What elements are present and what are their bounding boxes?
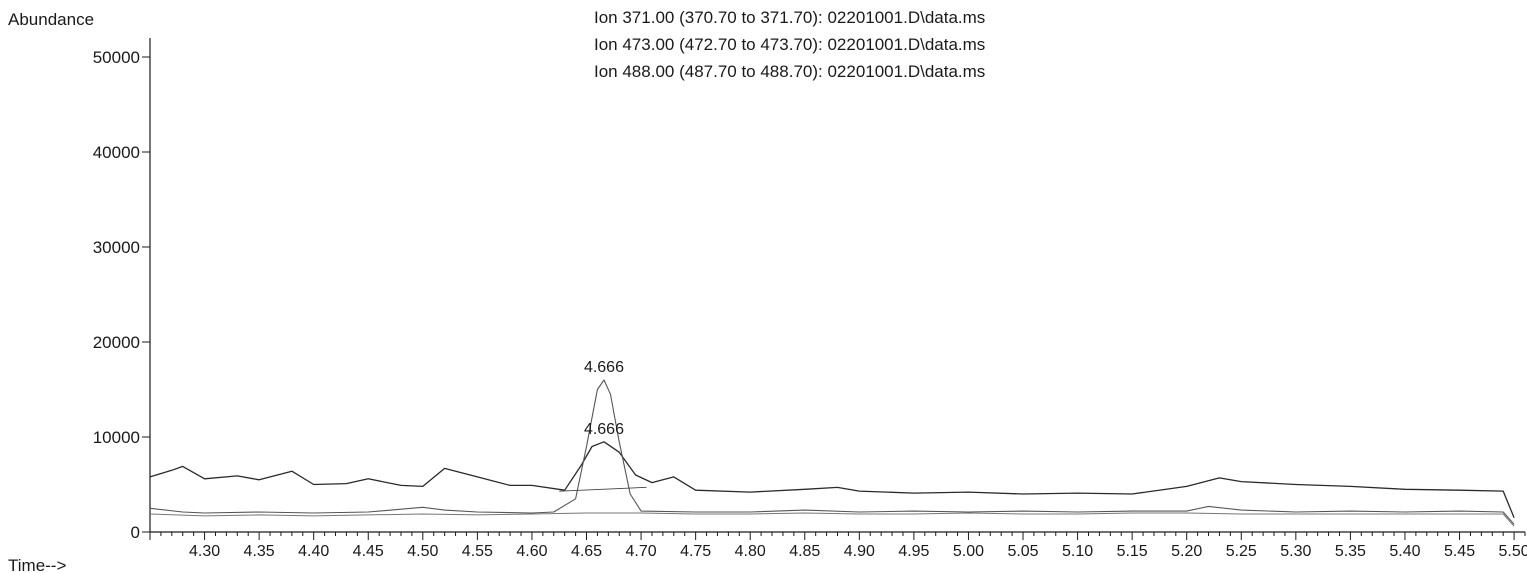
x-tick-label: 4.30 — [189, 543, 220, 560]
x-tick-label: 4.75 — [680, 543, 711, 560]
series-lines — [149, 379, 1515, 527]
x-tick-label: 5.35 — [1335, 543, 1366, 560]
y-tick-label: 30000 — [93, 238, 140, 257]
x-tick-label: 4.80 — [735, 543, 766, 560]
y-axis-title: Abundance — [8, 10, 94, 29]
y-tick-label: 20000 — [93, 333, 140, 352]
x-tick-label: 4.85 — [789, 543, 820, 560]
x-tick-label: 4.50 — [407, 543, 438, 560]
x-tick-label: 5.05 — [1007, 543, 1038, 560]
y-tick-label: 10000 — [93, 428, 140, 447]
x-tick-label: 5.45 — [1444, 543, 1475, 560]
legend-entry-ion-488: Ion 488.00 (487.70 to 488.70): 02201001.… — [594, 62, 985, 81]
x-tick-label: 5.40 — [1389, 543, 1420, 560]
peak-annotations: 4.666 4.666 — [584, 359, 624, 438]
x-tick-label: 5.15 — [1117, 543, 1148, 560]
x-tick-label: 4.40 — [298, 543, 329, 560]
x-tick-label: 5.00 — [953, 543, 984, 560]
x-tick-label: 4.65 — [571, 543, 602, 560]
legend: Ion 371.00 (370.70 to 371.70): 02201001.… — [594, 8, 985, 81]
x-axis-ticks: 4.30 4.35 4.40 4.45 4.50 4.55 4.60 4.65 4.70 4.75… — [149, 532, 1527, 560]
series-line-3 — [149, 512, 1515, 527]
peak-label: 4.666 — [584, 359, 624, 376]
legend-entry-ion-371: Ion 371.00 (370.70 to 371.70): 02201001.… — [594, 8, 985, 27]
y-tick-label: 50000 — [93, 48, 140, 67]
x-tick-label: 4.35 — [244, 543, 275, 560]
series-line-2 — [149, 379, 1515, 525]
x-tick-label: 5.50 — [1499, 543, 1527, 560]
x-tick-label: 5.25 — [1226, 543, 1257, 560]
legend-entry-ion-473: Ion 473.00 (472.70 to 473.70): 02201001.… — [594, 35, 985, 54]
x-tick-label: 4.60 — [516, 543, 547, 560]
y-tick-label: 0 — [131, 523, 140, 542]
peak-baseline — [559, 486, 647, 492]
series-line-1 — [149, 441, 1515, 519]
x-tick-label: 4.95 — [898, 543, 929, 560]
x-tick-label: 4.70 — [626, 543, 657, 560]
peak-label: 4.666 — [584, 421, 624, 438]
x-tick-label: 4.55 — [462, 543, 493, 560]
y-tick-label: 40000 — [93, 143, 140, 162]
x-tick-label: 5.20 — [1171, 543, 1202, 560]
x-tick-label: 4.90 — [844, 543, 875, 560]
x-axis-title: Time--> — [8, 556, 66, 573]
x-tick-label: 4.45 — [353, 543, 384, 560]
x-tick-label: 5.10 — [1062, 543, 1093, 560]
y-axis-ticks: 0 10000 20000 30000 40000 50000 — [93, 48, 150, 542]
x-tick-label: 5.30 — [1280, 543, 1311, 560]
